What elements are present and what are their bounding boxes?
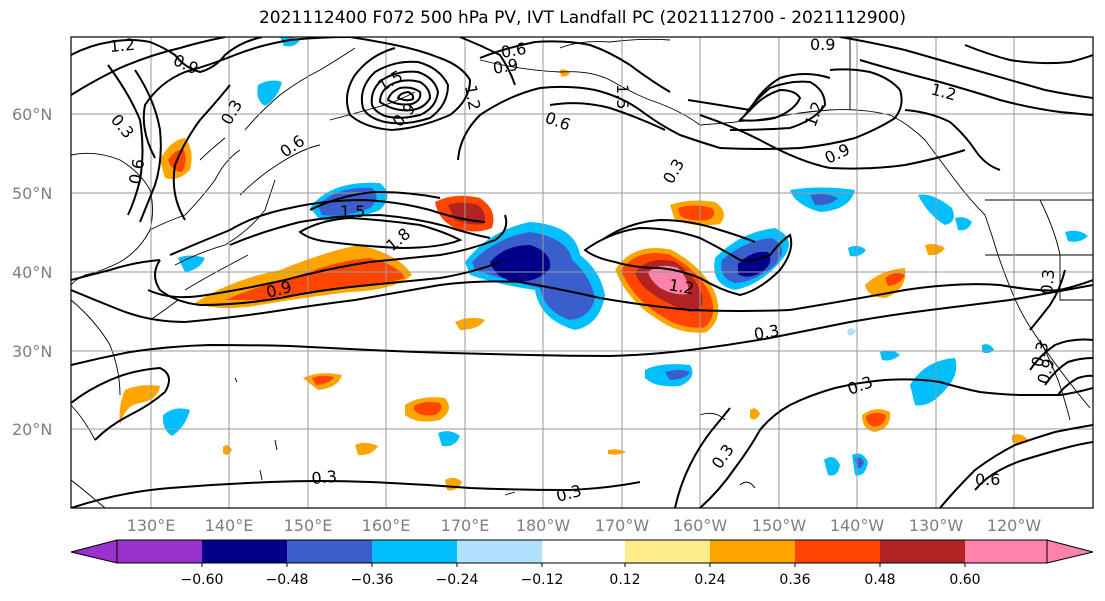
contour-label: 0.3 [659,155,688,187]
lat-label: 40°N [12,263,52,282]
colorbar-tick-label: 0.24 [694,572,725,588]
lon-label: 160°E [362,516,411,535]
lon-label: 120°W [987,516,1042,535]
lat-label: 20°N [12,420,52,439]
colorbar-swatch [457,540,542,563]
colorbar: −0.60 −0.48 −0.36 −0.24 −0.12 0.12 0.24 … [70,539,1094,588]
contour-label: 1.2 [667,275,695,298]
lon-label: 160°W [673,516,728,535]
contour-label: 1.5 [340,202,365,221]
colorbar-tick-label: −0.24 [436,572,479,588]
lon-label: 140°W [830,516,885,535]
pv-contours [71,37,1093,508]
colorbar-swatch [710,540,795,563]
lat-label: 60°N [12,105,52,124]
coastlines [71,37,1093,508]
colorbar-swatch [117,540,202,563]
lon-label: 130°W [909,516,964,535]
colorbar-tick-label: 0.36 [779,572,810,588]
latitude-labels: 60°N 50°N 40°N 30°N 20°N [12,105,52,439]
colorbar-swatch [880,540,965,563]
lon-label: 170°E [441,516,490,535]
contour-label: 0.9 [491,55,519,78]
contour-label: 1.2 [929,80,959,105]
colorbar-tick-label: 0.48 [864,572,895,588]
colorbar-extend-low [70,539,118,564]
plot-frame [70,36,1094,509]
contour-label: 0.3 [554,481,584,506]
colorbar-extend-high [1046,539,1094,564]
contour-label: 0.3 [217,96,246,128]
contour-label: 0.6 [276,131,308,161]
colorbar-swatch [795,540,880,563]
colorbar-frame [116,539,1048,564]
contour-label: 0.3 [1037,268,1058,295]
colorbar-swatch [287,540,372,563]
contour-label: 1.8 [382,224,414,255]
contour-label: 0.3 [845,372,875,399]
contour-label: 0.3 [708,441,738,473]
lon-label: 130°E [127,516,176,535]
contour-label: 0.9 [810,35,835,54]
contour-label: 0.3 [311,467,338,488]
colorbar-swatch [625,540,710,563]
contour-label: 1.5 [613,84,632,109]
pc-shading [119,37,1088,491]
lat-label: 30°N [12,342,52,361]
lon-label: 140°E [205,516,254,535]
colorbar-tick-label: −0.36 [351,572,394,588]
colorbar-tick-label: 0.60 [949,572,980,588]
contour-label: 1.2 [461,83,484,111]
contour-label: 0.6 [125,157,148,185]
lon-label: 180°W [516,516,571,535]
colorbar-tick-label: −0.60 [181,572,224,588]
map-title: 2021112400 F072 500 hPa PV, IVT Landfall… [258,8,906,28]
lon-label: 150°W [752,516,807,535]
contour-label: 0.6 [499,39,527,62]
lat-label: 50°N [12,184,52,203]
longitude-labels: 130°E 140°E 150°E 160°E 170°E 180°W 170°… [127,516,1042,535]
contour-label: 1.2 [109,35,136,56]
lon-label: 170°W [595,516,650,535]
colorbar-tick-label: −0.48 [266,572,309,588]
colorbar-tick-label: −0.12 [521,572,564,588]
contour-label: 0.3 [107,110,138,142]
colorbar-swatch [965,540,1047,563]
contour-label: 1.2 [801,99,828,129]
colorbar-swatch [542,540,625,563]
contour-label: 0.6 [975,470,1000,489]
colorbar-tick-label: 0.12 [609,572,640,588]
colorbar-swatch [372,540,457,563]
lon-label: 150°E [284,516,333,535]
contour-label: 0.3 [752,321,780,344]
colorbar-swatch [202,540,287,563]
contour-label: 0.6 [543,108,573,135]
